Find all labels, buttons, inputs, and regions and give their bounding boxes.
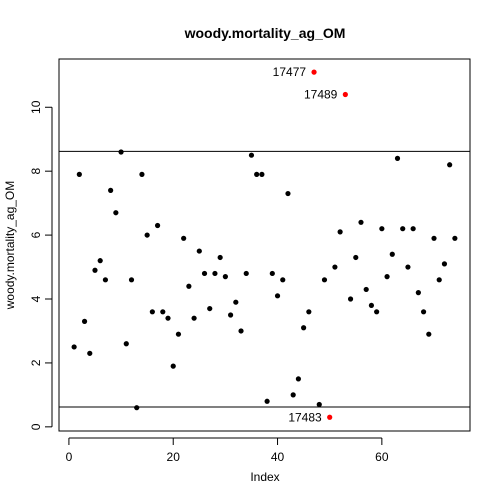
x-tick-label: 0: [66, 450, 73, 464]
data-point: [431, 235, 437, 241]
chart-title: woody.mortality_ag_OM: [184, 25, 346, 41]
data-point: [301, 325, 307, 331]
data-point: [394, 155, 401, 161]
data-point: [332, 264, 338, 270]
data-point: [222, 274, 228, 280]
data-point: [191, 315, 197, 321]
data-point: [436, 277, 442, 283]
y-axis-label: woody.mortality_ag_OM: [3, 181, 17, 311]
data-point: [186, 283, 192, 289]
data-point: [154, 222, 161, 229]
data-point: [410, 226, 416, 232]
x-tick-label: 60: [375, 450, 389, 464]
data-point: [102, 277, 109, 283]
data-point: [374, 309, 380, 315]
outlier-point: [342, 91, 348, 98]
data-point: [347, 296, 354, 302]
data-point: [358, 219, 364, 225]
data-point: [269, 270, 275, 277]
data-point: [420, 309, 427, 315]
plot-frame: [58, 58, 471, 432]
data-point: [400, 226, 406, 232]
x-tick-label: 40: [271, 450, 285, 464]
data-point: [217, 254, 223, 261]
data-point: [379, 226, 385, 232]
data-point: [128, 277, 135, 283]
data-point: [181, 235, 187, 241]
data-point: [447, 162, 453, 168]
y-axis: 0 2 4 6 8 10: [29, 100, 53, 430]
data-point: [160, 309, 166, 315]
data-point: [415, 290, 421, 296]
data-point: [337, 229, 343, 235]
data-point: [238, 328, 244, 334]
data-point: [134, 405, 140, 411]
data-point: [259, 171, 265, 177]
data-point: [264, 398, 270, 404]
data-point: [353, 254, 359, 261]
data-point: [81, 318, 88, 324]
data-point: [295, 376, 302, 382]
data-point: [368, 302, 375, 309]
outlier-label: 17477: [273, 65, 307, 79]
data-point: [405, 264, 411, 270]
data-point: [201, 270, 208, 277]
data-point: [274, 293, 281, 299]
y-tick-label: 6: [29, 231, 43, 238]
data-point: [139, 171, 145, 177]
data-point: [233, 299, 239, 305]
data-point: [144, 232, 150, 238]
outlier-point: [311, 69, 317, 75]
x-tick-label: 20: [167, 450, 181, 464]
data-point: [97, 258, 103, 264]
x-axis-label: Index: [250, 470, 279, 484]
data-point: [363, 286, 369, 293]
data-point: [212, 270, 218, 277]
data-point: [92, 267, 98, 273]
data-point: [280, 277, 286, 283]
y-tick-label: 10: [29, 100, 43, 114]
outlier-label: 17483: [288, 410, 322, 424]
data-point: [76, 171, 82, 177]
data-point: [452, 235, 458, 241]
data-point: [108, 187, 114, 193]
data-point: [118, 149, 124, 155]
data-point: [71, 344, 77, 350]
threshold-lines: [59, 150, 470, 408]
outlier-labels: 17477 17483 17489: [273, 65, 338, 424]
data-points: [71, 69, 458, 420]
data-point: [207, 305, 213, 312]
data-point: [285, 190, 291, 197]
data-point: [306, 309, 312, 315]
data-point: [227, 312, 234, 318]
data-point: [441, 261, 448, 267]
data-point: [389, 251, 395, 257]
data-point: [248, 152, 255, 158]
data-point: [165, 315, 171, 321]
data-point: [243, 270, 249, 277]
y-tick-label: 2: [29, 359, 43, 366]
data-point: [316, 401, 322, 408]
y-tick-label: 4: [29, 295, 43, 302]
data-point: [426, 331, 432, 337]
data-point: [123, 341, 129, 347]
data-point: [175, 331, 182, 337]
data-point: [149, 309, 155, 315]
data-point: [113, 210, 119, 216]
y-tick-label: 0: [29, 423, 43, 430]
data-point: [321, 277, 328, 283]
data-point: [254, 171, 260, 177]
x-axis: 0 20 40 60: [66, 437, 389, 464]
data-point: [87, 350, 93, 356]
data-point: [290, 392, 296, 398]
data-point: [384, 274, 390, 280]
y-tick-label: 8: [29, 168, 43, 175]
data-point: [170, 363, 176, 369]
outlier-point: [327, 414, 333, 420]
outlier-label: 17489: [304, 87, 338, 101]
data-point: [196, 248, 202, 254]
